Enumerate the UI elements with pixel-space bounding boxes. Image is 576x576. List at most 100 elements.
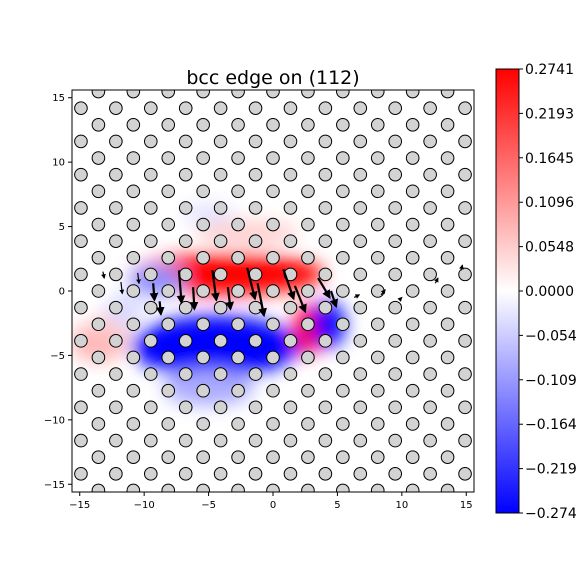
atom-marker [370,117,385,132]
atom-marker [213,234,228,248]
atom-marker [266,450,280,465]
atom-marker [248,400,263,415]
atom-marker [336,217,350,232]
atom-marker [388,167,403,182]
atom-marker [178,467,193,481]
atom-marker [109,134,123,149]
atom-marker [248,300,263,315]
atom-marker [161,151,176,165]
atom-marker [283,433,298,448]
atom-marker [266,483,280,492]
atom-marker [318,167,333,182]
atom-marker [143,167,158,182]
atom-marker [336,151,350,165]
atom-marker [440,217,455,232]
atom-marker [266,184,280,199]
atom-marker [178,101,193,115]
displacement-arrow [459,264,464,271]
atom-marker [405,184,420,199]
atom-marker [405,151,420,165]
atom-marker [318,467,333,481]
colorbar-tick-label: −0.0548 [525,328,576,344]
atom-marker [405,350,420,365]
atom-marker [213,367,228,381]
displacement-arrow [317,277,331,299]
atom-marker [318,400,333,415]
atom-marker [109,433,123,448]
atom-marker [74,467,88,481]
atom-marker [405,483,420,492]
atom-marker [353,400,368,415]
atom-marker [423,467,437,481]
atom-marker [370,450,385,465]
atom-marker [74,300,88,315]
atom-marker [283,400,298,415]
atom-marker [301,417,315,431]
atom-marker [423,101,437,115]
atom-marker [248,467,263,481]
atom-marker [74,134,88,149]
atom-marker [126,383,141,398]
atom-marker [196,117,210,132]
displacement-arrow [380,288,386,296]
atom-marker [458,334,472,348]
plot-area: −15 −10 −5 0 5 10 15 −15 −10 −5 0 5 10 15 [44,89,475,511]
atom-marker [388,367,403,381]
atom-marker [458,433,472,448]
y-tick-label: −15 [44,480,65,491]
colorbar-tick-label: 0.0548 [525,240,574,256]
atom-marker [126,117,141,132]
atom-marker [143,467,158,481]
atom-marker [196,250,210,265]
atom-marker [109,300,123,315]
atom-marker [91,383,106,398]
atom-marker [248,267,263,282]
atom-marker [440,383,455,398]
atom-marker [353,167,368,182]
atom-marker [248,334,263,348]
atom-marker [266,317,280,332]
atom-marker [143,134,158,149]
atom-marker [109,101,123,115]
field-blob [195,220,299,246]
atom-marker [248,101,263,115]
atom-marker [423,167,437,182]
atom-marker [91,250,106,265]
atom-marker [458,167,472,182]
atom-marker [423,234,437,248]
atom-marker [213,267,228,282]
atom-marker [178,134,193,149]
atom-marker [231,151,245,165]
y-tick-label: 10 [52,158,65,169]
atom-marker [213,334,228,348]
atom-marker [440,317,455,332]
atom-marker [370,417,385,431]
atom-marker [213,134,228,149]
atom-marker [353,201,368,215]
atom-marker [440,350,455,365]
atom-marker [370,284,385,298]
atom-marker [248,234,263,248]
atom-marker [109,467,123,481]
atom-marker [161,117,176,132]
atom-marker [440,117,455,132]
x-axis: −15 −10 −5 0 5 10 15 [69,492,473,511]
atom-marker [301,217,315,232]
atom-marker [196,284,210,298]
atom-marker [74,400,88,415]
atom-marker [91,217,106,232]
atom-marker [388,433,403,448]
atom-marker [196,483,210,492]
atom-marker [370,350,385,365]
atom-marker [109,267,123,282]
atom-marker [388,334,403,348]
displacement-arrow [101,271,106,280]
atom-marker [405,417,420,431]
colorbar-tick-label: 0.0000 [525,284,574,300]
atom-marker [126,350,141,365]
displacement-arrow [246,267,258,301]
atom-marker [196,350,210,365]
atom-marker [74,334,88,348]
x-tick-label: 5 [334,500,340,511]
atom-marker [440,450,455,465]
